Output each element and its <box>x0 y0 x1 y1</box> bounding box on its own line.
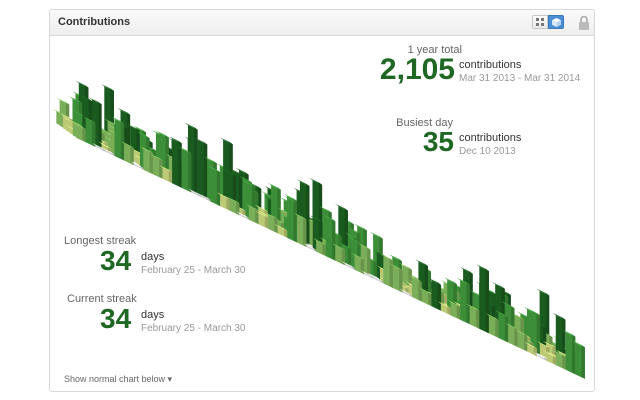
contribution-block <box>456 277 470 325</box>
busiest-day-value: 35 <box>422 126 454 157</box>
panel-title: Contributions <box>58 16 131 28</box>
year-total-range: Mar 31 2013 - Mar 31 2014 <box>459 73 581 84</box>
contribution-block <box>188 188 201 197</box>
longest-streak-value: 34 <box>100 245 132 276</box>
contribution-block <box>226 196 240 216</box>
contribution-block <box>533 352 547 361</box>
current-streak-unit: days <box>141 309 165 321</box>
contribution-block <box>293 212 307 247</box>
contribution-block <box>504 322 518 348</box>
contribution-block <box>207 165 221 207</box>
contribution-block <box>389 263 403 293</box>
contribution-block <box>120 141 134 166</box>
contribution-block <box>184 122 198 195</box>
contribution-block <box>168 136 182 188</box>
contribution-block <box>264 212 278 234</box>
contribution-block <box>312 238 326 257</box>
contribution-block <box>130 161 144 170</box>
contribution-block <box>341 261 355 270</box>
contribution-block <box>562 329 576 375</box>
contribution-block <box>322 214 336 261</box>
longest-streak-range: February 25 - March 30 <box>141 265 246 276</box>
longest-streak-label: Longest streak <box>64 235 137 247</box>
current-streak-value: 34 <box>100 303 132 334</box>
contribution-block <box>101 147 115 156</box>
contribution-block <box>485 313 499 338</box>
contribution-block <box>255 210 269 229</box>
longest-streak-unit: days <box>141 251 165 263</box>
contribution-block <box>303 243 317 252</box>
contribution-block <box>274 224 288 238</box>
grid-icon <box>536 18 544 26</box>
contribution-block <box>399 288 413 297</box>
contribution-block <box>447 299 461 320</box>
contribution-block <box>216 192 230 211</box>
busiest-day-label: Busiest day <box>396 117 453 129</box>
cube-icon <box>551 17 561 27</box>
contribution-block <box>149 153 163 179</box>
contribution-block <box>197 193 211 202</box>
contribution-block <box>284 195 297 243</box>
year-total-unit: contributions <box>459 59 522 71</box>
contribution-block <box>514 328 528 352</box>
show-normal-chart-link[interactable]: Show normal chart below ▾ <box>64 374 173 384</box>
contribution-block <box>92 143 105 152</box>
current-streak-label: Current streak <box>67 293 137 305</box>
contribution-block <box>437 301 451 316</box>
contribution-block <box>82 116 96 147</box>
year-total-label: 1 year total <box>407 44 462 56</box>
isometric-chart-toggle[interactable] <box>548 15 564 29</box>
busiest-day-unit: contributions <box>459 132 522 144</box>
contribution-block <box>236 211 249 220</box>
contributions-panel: Contributions 1 year total 2,105 contrib… <box>49 9 595 392</box>
contribution-block <box>111 116 125 161</box>
contribution-block <box>495 310 509 343</box>
contribution-block <box>332 243 345 266</box>
contribution-block <box>552 349 566 370</box>
contribution-block <box>408 275 422 302</box>
contribution-block <box>140 146 153 175</box>
contribution-block <box>428 277 441 311</box>
current-streak-range: February 25 - March 30 <box>141 323 246 334</box>
contribution-block <box>72 122 86 143</box>
contribution-block <box>572 340 585 379</box>
contribution-block <box>351 252 365 275</box>
year-total-value: 2,105 <box>379 53 455 86</box>
lock-icon[interactable] <box>578 15 590 30</box>
contribution-block <box>466 303 480 329</box>
contribution-block <box>245 204 259 225</box>
contribution-block <box>476 264 489 334</box>
contribution-block <box>159 165 173 184</box>
contribution-block <box>178 146 192 193</box>
contribution-block <box>194 137 208 200</box>
contribution-block <box>370 274 384 284</box>
panel-header: Contributions <box>50 10 594 36</box>
contribution-block <box>543 350 557 366</box>
busiest-day-range: Dec 10 2013 <box>459 146 516 157</box>
contribution-block <box>418 287 432 307</box>
normal-chart-toggle[interactable] <box>532 15 548 29</box>
isometric-contribution-chart <box>53 80 585 379</box>
contribution-block <box>360 270 374 279</box>
